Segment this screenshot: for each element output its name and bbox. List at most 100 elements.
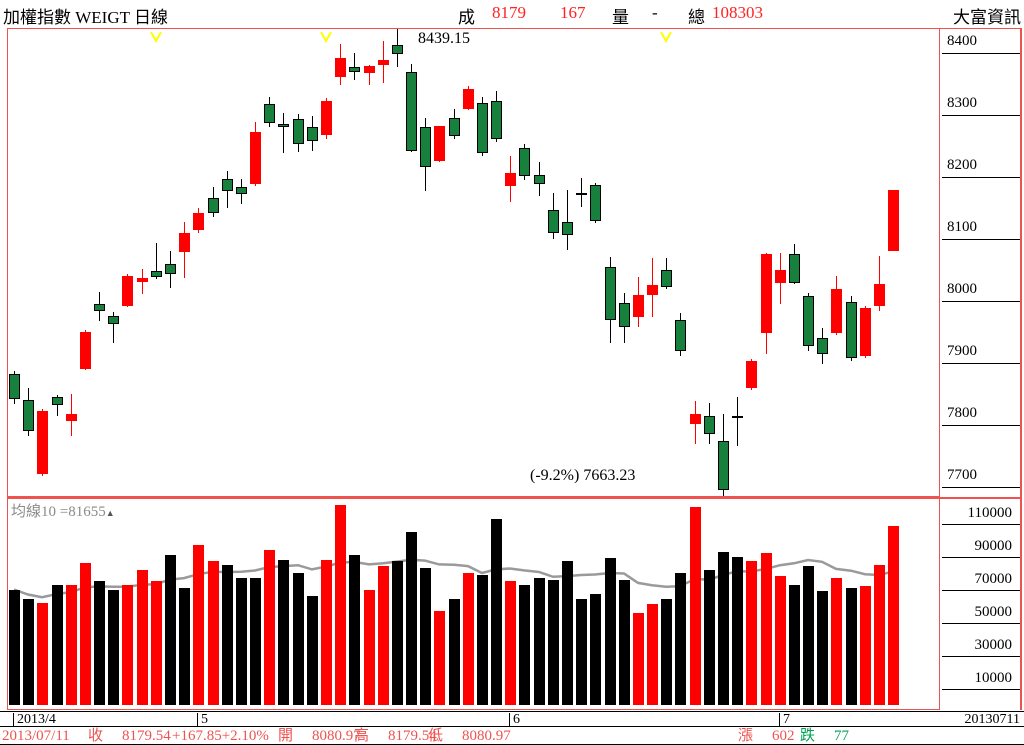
volume-bar[interactable]: [9, 590, 20, 705]
volume-bar[interactable]: [122, 585, 133, 705]
candle[interactable]: [193, 213, 204, 230]
volume-bar[interactable]: [208, 561, 219, 705]
candle[interactable]: [519, 148, 530, 176]
candle[interactable]: [378, 60, 389, 65]
volume-bar[interactable]: [449, 599, 460, 705]
candle[interactable]: [52, 397, 63, 405]
volume-bar[interactable]: [165, 555, 176, 705]
volume-bar[interactable]: [37, 603, 48, 705]
candle[interactable]: [434, 126, 445, 161]
candle[interactable]: [222, 179, 233, 191]
candle[interactable]: [449, 118, 460, 136]
volume-bar[interactable]: [137, 570, 148, 705]
candle[interactable]: [477, 103, 488, 153]
candle[interactable]: [151, 271, 162, 277]
candle[interactable]: [718, 441, 729, 490]
candle[interactable]: [278, 124, 289, 127]
volume-bar[interactable]: [775, 576, 786, 705]
candle[interactable]: [236, 187, 247, 194]
volume-bar[interactable]: [675, 573, 686, 705]
price-chart-pane[interactable]: 8439.15 (-9.2%) 7663.23: [7, 28, 940, 497]
candle[interactable]: [165, 264, 176, 274]
candle[interactable]: [860, 308, 871, 356]
candle[interactable]: [746, 361, 757, 388]
volume-bar[interactable]: [236, 578, 247, 705]
volume-bar[interactable]: [364, 590, 375, 705]
volume-bar[interactable]: [576, 599, 587, 705]
volume-bar[interactable]: [817, 591, 828, 705]
candle[interactable]: [94, 304, 105, 311]
volume-bar[interactable]: [66, 585, 77, 705]
volume-bar[interactable]: [335, 505, 346, 705]
candle[interactable]: [179, 233, 190, 252]
candle[interactable]: [505, 173, 516, 186]
candle[interactable]: [619, 303, 630, 327]
candle[interactable]: [647, 285, 658, 295]
candle[interactable]: [208, 198, 219, 213]
volume-bar[interactable]: [548, 580, 559, 705]
volume-bar[interactable]: [590, 594, 601, 705]
volume-bar[interactable]: [860, 586, 871, 705]
candle[interactable]: [9, 374, 20, 399]
volume-bar[interactable]: [746, 561, 757, 705]
volume-bar[interactable]: [831, 578, 842, 705]
candle[interactable]: [80, 332, 91, 369]
volume-bar[interactable]: [605, 558, 616, 705]
volume-bar[interactable]: [108, 590, 119, 705]
candle[interactable]: [704, 416, 715, 434]
volume-bar[interactable]: [732, 557, 743, 705]
volume-bar[interactable]: [519, 585, 530, 705]
volume-bar[interactable]: [80, 563, 91, 705]
candle[interactable]: [548, 210, 559, 233]
candle[interactable]: [803, 296, 814, 346]
candle[interactable]: [661, 270, 672, 287]
volume-bar[interactable]: [151, 581, 162, 705]
candle[interactable]: [392, 45, 403, 54]
candle[interactable]: [335, 58, 346, 77]
volume-bar[interactable]: [392, 561, 403, 705]
volume-bar[interactable]: [349, 555, 360, 705]
candle[interactable]: [874, 284, 885, 306]
volume-bar[interactable]: [491, 519, 502, 705]
candle[interactable]: [37, 411, 48, 474]
volume-bar[interactable]: [278, 560, 289, 705]
volume-bar[interactable]: [661, 599, 672, 705]
candle[interactable]: [633, 295, 644, 317]
volume-bar[interactable]: [406, 532, 417, 705]
candle[interactable]: [491, 101, 502, 139]
candle[interactable]: [293, 119, 304, 144]
volume-pane[interactable]: 均線10 =81655▲: [7, 497, 940, 710]
candle[interactable]: [66, 414, 77, 421]
candle[interactable]: [732, 416, 743, 418]
volume-bar[interactable]: [222, 565, 233, 705]
candle[interactable]: [463, 89, 474, 109]
candle[interactable]: [137, 278, 148, 282]
candle[interactable]: [321, 101, 332, 135]
volume-bar[interactable]: [619, 580, 630, 705]
candle[interactable]: [420, 127, 431, 167]
volume-bar[interactable]: [633, 613, 644, 705]
volume-bar[interactable]: [888, 526, 899, 705]
candle[interactable]: [817, 338, 828, 354]
candle[interactable]: [264, 104, 275, 123]
candle[interactable]: [108, 316, 119, 324]
volume-bar[interactable]: [761, 553, 772, 705]
candle[interactable]: [605, 267, 616, 320]
volume-bar[interactable]: [463, 573, 474, 705]
candle[interactable]: [690, 414, 701, 424]
candle[interactable]: [349, 67, 360, 72]
volume-bar[interactable]: [420, 568, 431, 705]
volume-bar[interactable]: [690, 507, 701, 705]
candle[interactable]: [590, 185, 601, 221]
candle[interactable]: [364, 66, 375, 73]
candle[interactable]: [846, 302, 857, 358]
volume-bar[interactable]: [307, 596, 318, 705]
volume-bar[interactable]: [803, 566, 814, 705]
volume-bar[interactable]: [179, 588, 190, 705]
volume-bar[interactable]: [94, 581, 105, 705]
volume-bar[interactable]: [23, 599, 34, 705]
candle[interactable]: [831, 289, 842, 333]
candle[interactable]: [675, 320, 686, 351]
volume-bar[interactable]: [846, 588, 857, 705]
volume-bar[interactable]: [874, 565, 885, 705]
